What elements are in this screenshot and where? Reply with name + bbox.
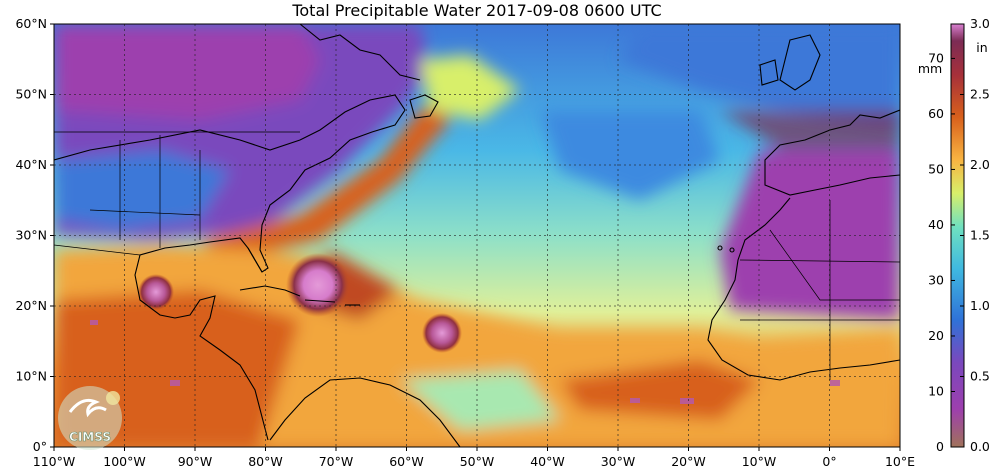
lat-tick-label: 20°N bbox=[15, 298, 47, 313]
lat-tick-label: 40°N bbox=[15, 157, 47, 172]
colorbar: 0 10 20 30 40 50 60 70 0.0 0.5 1.0 1.5 2.0 2.5 3.0 mm… bbox=[918, 16, 990, 454]
colorbar-mm-label: 60 bbox=[928, 106, 944, 121]
map-title: Total Precipitable Water 2017-09-08 0600… bbox=[292, 1, 662, 20]
hurricane-irma bbox=[286, 253, 350, 317]
lon-tick-label: 10°W bbox=[742, 454, 777, 469]
colorbar-in-label: 3.0 bbox=[970, 16, 990, 31]
cimss-logo-text: CIMSS bbox=[69, 430, 111, 444]
colorbar-mm-unit: mm bbox=[918, 61, 942, 76]
colorbar-in-label: 2.0 bbox=[970, 157, 990, 172]
cimss-logo: CIMSS bbox=[58, 386, 122, 450]
colorbar-mm-label: 70 bbox=[928, 50, 944, 65]
lon-tick-label: 110°W bbox=[33, 454, 75, 469]
map-frame bbox=[53, 23, 901, 448]
lon-tick-label: 40°W bbox=[530, 454, 565, 469]
borders bbox=[54, 131, 900, 380]
colorbar-in-label: 0.0 bbox=[970, 439, 990, 454]
lon-tick-label: 0° bbox=[822, 454, 836, 469]
lon-tick-label: 10°E bbox=[885, 454, 915, 469]
colorbar-in-label: 0.5 bbox=[970, 369, 990, 384]
colorbar-in-label: 2.5 bbox=[970, 87, 990, 102]
hurricane-katia bbox=[138, 274, 174, 310]
lon-tick-label: 30°W bbox=[601, 454, 636, 469]
colorbar-in-ticks: 0.0 0.5 1.0 1.5 2.0 2.5 3.0 bbox=[960, 16, 990, 454]
lon-tick-label: 50°W bbox=[460, 454, 495, 469]
coastlines bbox=[54, 24, 900, 447]
lat-tick-label: 0° bbox=[33, 439, 47, 454]
colorbar-mm-label: 0 bbox=[936, 439, 944, 454]
colorbar-mm-label: 10 bbox=[928, 383, 944, 398]
lon-tick-label: 70°W bbox=[319, 454, 354, 469]
lat-tick-label: 50°N bbox=[15, 87, 47, 102]
colorbar-in-label: 1.0 bbox=[970, 298, 990, 313]
lat-tick-label: 30°N bbox=[15, 228, 47, 243]
map-axes: 110°W 100°W 90°W 80°W 70°W 60°W 50°W 40°W 30°W 20… bbox=[15, 16, 915, 469]
colorbar-mm-label: 20 bbox=[928, 328, 944, 343]
colorbar-mm-ticks: 0 10 20 30 40 50 60 70 bbox=[928, 50, 955, 454]
colorbar-mm-label: 40 bbox=[928, 217, 944, 232]
lon-tick-label: 100°W bbox=[103, 454, 145, 469]
colorbar-mm-label: 50 bbox=[928, 161, 944, 176]
lat-tick-label: 60°N bbox=[15, 16, 47, 31]
hurricane-jose bbox=[422, 313, 462, 353]
lon-tick-label: 20°W bbox=[671, 454, 706, 469]
lon-tick-label: 80°W bbox=[248, 454, 283, 469]
colorbar-in-unit: in bbox=[976, 40, 987, 55]
colorbar-in-label: 1.5 bbox=[970, 228, 990, 243]
lon-tick-label: 90°W bbox=[178, 454, 213, 469]
lat-tick-label: 10°N bbox=[15, 369, 47, 384]
colorbar-mm-label: 30 bbox=[928, 272, 944, 287]
graticule bbox=[54, 24, 900, 447]
lon-tick-label: 60°W bbox=[389, 454, 424, 469]
